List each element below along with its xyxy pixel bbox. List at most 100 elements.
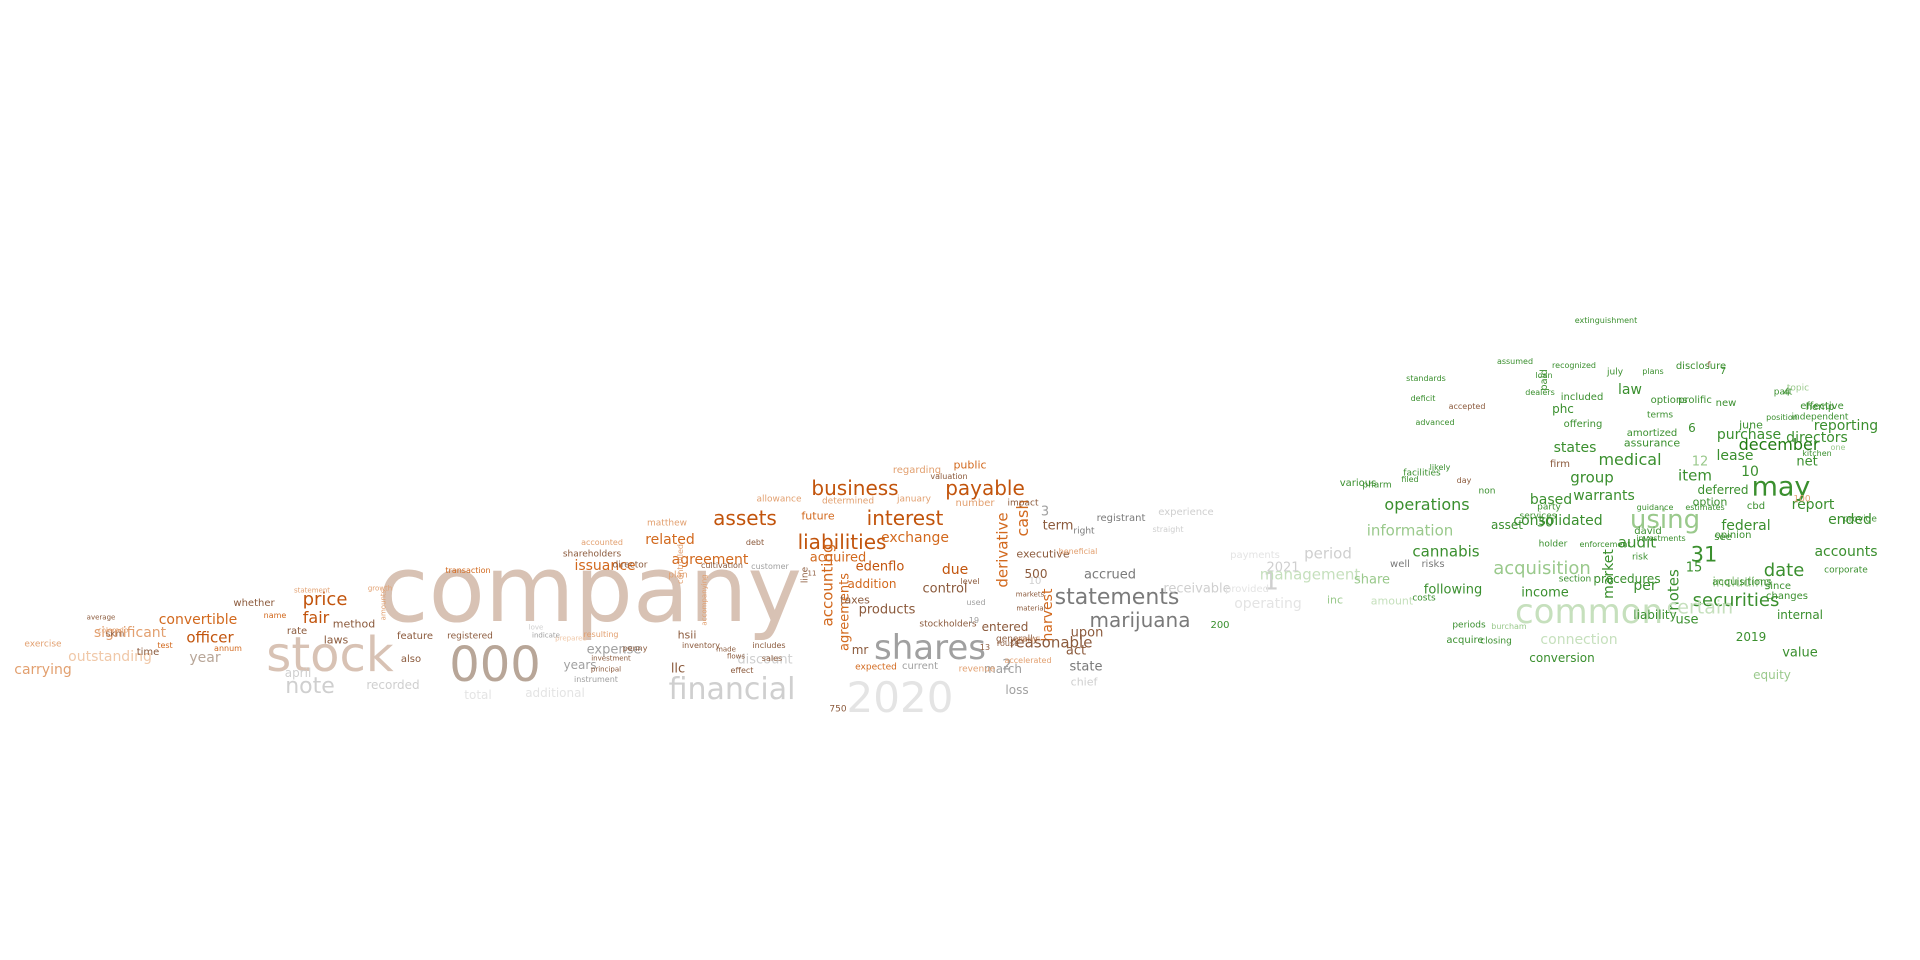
word: right [1073, 526, 1095, 537]
word: assets [713, 506, 777, 530]
word: share [1353, 572, 1391, 588]
word: registrant [1096, 513, 1146, 524]
word: products [858, 602, 916, 618]
word: internal [1776, 608, 1824, 622]
word: receivable [1163, 581, 1231, 597]
word: law [1618, 382, 1642, 398]
word: services [1519, 511, 1557, 522]
word: value [1782, 645, 1818, 661]
word: 10 [1741, 464, 1759, 480]
word: cbd [1746, 501, 1766, 512]
word: standards [1406, 374, 1446, 383]
word: 15 [1685, 560, 1703, 576]
word: exchange [881, 530, 949, 546]
word: 6 [1688, 421, 1696, 435]
word: position [1766, 413, 1798, 422]
word: group [1570, 468, 1614, 487]
word: part [1773, 387, 1793, 398]
word: used [966, 598, 986, 607]
word: equity [1753, 668, 1791, 682]
word: state [1069, 659, 1103, 675]
word: accelerated [1004, 656, 1052, 665]
word: operations [1384, 495, 1470, 514]
word: item [1678, 466, 1712, 485]
word: acquisition [1493, 558, 1591, 579]
word: procedures [1593, 572, 1661, 586]
word: experience [1158, 507, 1214, 518]
word: party [1537, 502, 1561, 513]
word: penny [622, 644, 648, 653]
word: liabilities [797, 530, 887, 554]
word: amount [1370, 594, 1414, 608]
word: registered [447, 631, 493, 642]
word: filed [1401, 475, 1419, 484]
word: stock [266, 627, 394, 683]
word: march [984, 662, 1022, 676]
word: 3 [1040, 504, 1050, 520]
word: accrued [1083, 567, 1137, 583]
word: cannabis [1412, 542, 1480, 561]
word: chief [1070, 675, 1098, 689]
word: lease [1716, 448, 1754, 464]
word: discount [737, 652, 793, 668]
word: entered [981, 620, 1029, 634]
word: states [1553, 440, 1597, 456]
word: new [1715, 398, 1737, 409]
word: addition [847, 577, 897, 591]
word: business [811, 476, 899, 500]
word: 100 [1793, 494, 1811, 505]
word: future [801, 509, 835, 523]
word: amounts [379, 589, 388, 621]
word: 000 [449, 637, 541, 693]
word: investment [591, 654, 631, 663]
word: information [1366, 521, 1454, 540]
word: well [1390, 559, 1410, 570]
word: advanced [1415, 418, 1455, 427]
word: hemp [1805, 402, 1835, 413]
word: marijuana [1089, 608, 1191, 632]
word: sales [761, 654, 783, 663]
word: transaction [445, 566, 491, 575]
word: method [332, 617, 376, 631]
word: risks [1421, 559, 1445, 570]
word: 2020 [846, 673, 954, 722]
word: securities [1692, 590, 1780, 611]
word: use [1675, 612, 1699, 628]
word: note [285, 674, 335, 699]
word: certain [1666, 596, 1734, 619]
word: additional [525, 686, 585, 700]
word: 2019 [1735, 630, 1767, 644]
word: public [953, 458, 987, 472]
word: valuation [930, 472, 968, 481]
word: loan [1535, 371, 1553, 380]
word: various [1339, 478, 1377, 489]
word: facilities [1403, 468, 1441, 479]
word: statements [1054, 585, 1180, 610]
word: connection [1540, 632, 1618, 648]
word: markets [1015, 590, 1045, 599]
word: edenflo [855, 559, 905, 575]
word: significant [93, 625, 167, 641]
word: guidance [1636, 503, 1674, 512]
word: controlled [676, 544, 685, 584]
word: acquisitions [1712, 577, 1772, 588]
word: 2 [1002, 655, 1012, 674]
word: reasonable [1009, 633, 1093, 652]
word: closing [1480, 636, 1512, 647]
word: one [1830, 443, 1846, 452]
word: corporate [1824, 565, 1868, 576]
word: purchase [1716, 427, 1782, 443]
word: medical [1598, 450, 1662, 469]
word: report [1791, 497, 1835, 513]
word: shareholders [562, 549, 622, 560]
word: see [1714, 532, 1732, 543]
word: matthew [647, 518, 687, 529]
word: using [1629, 505, 1701, 535]
word: assurance [1623, 436, 1681, 450]
word: 30 [1536, 515, 1554, 531]
word: act [1065, 643, 1087, 659]
word: pharm [1362, 480, 1392, 491]
word: beneficial [1058, 547, 1098, 556]
word: investments [1636, 534, 1686, 543]
word: extinguishment [1574, 316, 1638, 325]
